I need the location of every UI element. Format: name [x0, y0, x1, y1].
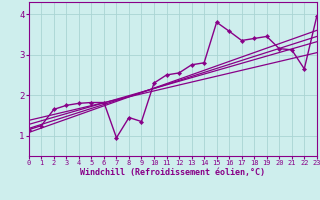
X-axis label: Windchill (Refroidissement éolien,°C): Windchill (Refroidissement éolien,°C): [80, 168, 265, 177]
